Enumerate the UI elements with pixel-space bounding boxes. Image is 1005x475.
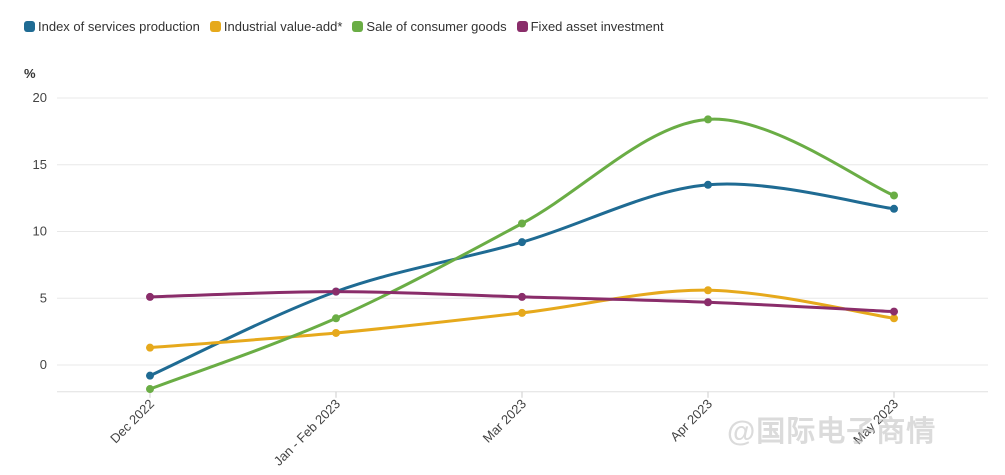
legend-item[interactable]: Sale of consumer goods bbox=[352, 19, 507, 34]
data-point[interactable] bbox=[146, 385, 154, 394]
chart-legend: Index of services production Industrial v… bbox=[24, 19, 674, 34]
legend-item[interactable]: Index of services production bbox=[24, 19, 200, 34]
data-point[interactable] bbox=[890, 314, 898, 323]
legend-label: Index of services production bbox=[38, 19, 200, 34]
legend-swatch bbox=[516, 21, 528, 32]
y-tick-label: 0 bbox=[40, 357, 47, 372]
data-point[interactable] bbox=[518, 219, 526, 228]
x-tick-label: Apr 2023 bbox=[667, 396, 715, 444]
y-tick-label: 15 bbox=[33, 157, 47, 172]
data-point[interactable] bbox=[890, 204, 898, 213]
data-point[interactable] bbox=[518, 308, 526, 317]
legend-swatch bbox=[24, 21, 35, 32]
legend-swatch bbox=[209, 21, 221, 32]
data-point[interactable] bbox=[332, 314, 340, 323]
watermark-text: @国际电子商情 bbox=[727, 416, 937, 448]
series-points bbox=[146, 115, 898, 394]
data-point[interactable] bbox=[518, 292, 526, 301]
data-point[interactable] bbox=[890, 307, 898, 316]
data-point[interactable] bbox=[704, 298, 712, 307]
data-point[interactable] bbox=[146, 292, 154, 301]
y-tick-labels: 0 5 10 15 20 bbox=[33, 90, 47, 372]
x-tick-label: Dec 2022 bbox=[107, 396, 157, 446]
y-tick-label: 10 bbox=[33, 224, 47, 239]
legend-label: Industrial value-add* bbox=[223, 19, 343, 34]
data-point[interactable] bbox=[704, 286, 712, 295]
data-point[interactable] bbox=[332, 328, 340, 337]
y-tick-label: 5 bbox=[40, 290, 47, 305]
data-point[interactable] bbox=[890, 191, 898, 200]
series-lines bbox=[148, 117, 896, 391]
legend-item[interactable]: Industrial value-add* bbox=[209, 19, 343, 34]
y-tick-label: 20 bbox=[33, 90, 47, 105]
data-point[interactable] bbox=[704, 180, 712, 189]
legend-swatch bbox=[352, 21, 364, 32]
data-point[interactable] bbox=[146, 371, 154, 380]
y-axis-unit-label: % bbox=[24, 66, 36, 81]
data-point[interactable] bbox=[146, 343, 154, 352]
x-tick-label: Mar 2023 bbox=[480, 396, 529, 445]
x-tick-label: Jan - Feb 2023 bbox=[271, 396, 343, 468]
data-point[interactable] bbox=[332, 287, 340, 296]
legend-item[interactable]: Fixed asset investment bbox=[516, 19, 664, 34]
legend-label: Sale of consumer goods bbox=[366, 19, 507, 34]
data-point[interactable] bbox=[518, 238, 526, 247]
series-line[interactable] bbox=[148, 117, 896, 391]
data-point[interactable] bbox=[704, 115, 712, 124]
legend-label: Fixed asset investment bbox=[530, 19, 664, 34]
